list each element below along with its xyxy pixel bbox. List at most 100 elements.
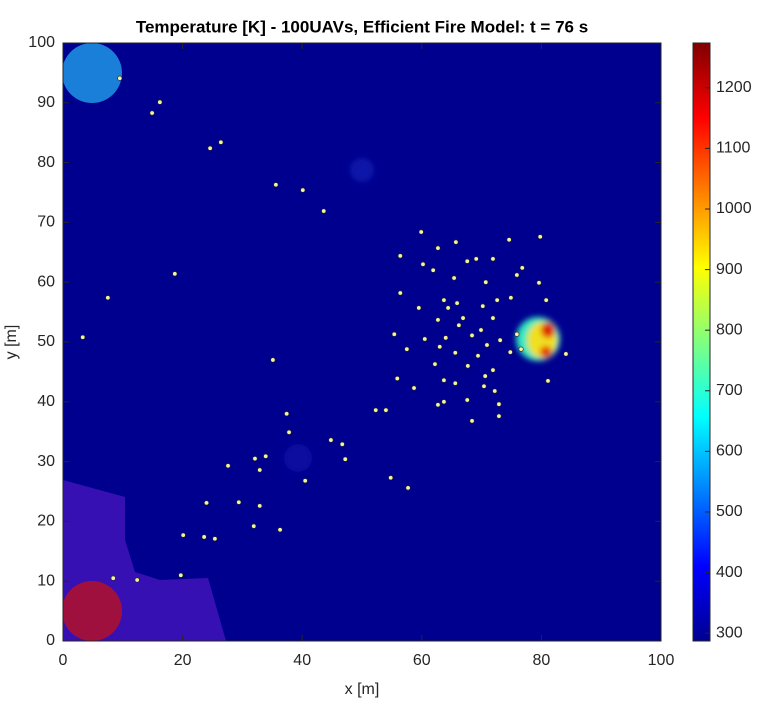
uav-point [257,503,263,509]
uav-point [270,357,276,363]
uav-point [465,363,471,369]
y-tick-label: 10 [37,572,55,589]
uav-point [514,272,520,278]
uav-point [397,290,403,296]
uav-point [300,187,306,193]
x-tick-label: 60 [413,652,431,669]
uav-point [342,456,348,462]
uav-point [273,182,279,188]
uav-point [435,402,441,408]
uav-point [373,407,379,413]
uav-point [252,456,258,462]
colorbar-tick-label: 1200 [716,79,752,96]
uav-point [180,532,186,538]
uav-point [218,139,224,145]
uav-point [507,349,513,355]
uav-point [149,110,155,116]
uav-point [492,388,498,394]
uav-point [418,229,424,235]
uav-point [105,295,111,301]
uav-point [445,305,451,311]
uav-point [157,99,163,105]
uav-point [430,267,436,273]
uav-point [302,478,308,484]
uav-point [404,346,410,352]
uav-point [263,453,269,459]
uav-point [383,407,389,413]
y-tick-label: 20 [37,513,55,530]
uav-point [518,346,524,352]
uav-point [339,441,345,447]
uav-point [441,399,447,405]
colorbar-tick-label: 400 [716,564,743,581]
colorbar-tick-label: 700 [716,382,743,399]
chart-title: Temperature [K] - 100UAVs, Efficient Fir… [136,17,588,36]
uav-point [251,523,257,529]
uav-point [328,437,334,443]
uav-point [172,271,178,277]
uav-point [452,350,458,356]
uav-point [443,335,449,341]
uav-point [405,485,411,491]
uav-point [451,275,457,281]
uav-point [435,245,441,251]
y-tick-label: 60 [37,273,55,290]
uav-point [397,253,403,259]
colorbar-tick-label: 800 [716,321,743,338]
uav-point [464,397,470,403]
uav-point [422,336,428,342]
uav-point [484,342,490,348]
uav-point [536,280,542,286]
uav-point [469,332,475,338]
uav-point [225,463,231,469]
x-tick-label: 100 [648,652,675,669]
colorbar-tick-label: 600 [716,443,743,460]
uav-point [490,367,496,373]
uav-point [321,208,327,214]
uav-point [490,315,496,321]
uav-point [441,297,447,303]
uav-point [496,401,502,407]
uav-point [490,256,496,262]
uav-point [286,429,292,435]
y-tick-label: 0 [46,632,55,649]
uav-point [411,385,417,391]
uav-point [508,295,514,301]
uav-point [416,305,422,311]
uav-point [277,527,283,533]
uav-point [391,331,397,337]
uav-point [545,378,551,384]
uav-point [394,375,400,381]
uav-point [207,145,213,151]
uav-point [441,377,447,383]
uav-point [110,575,116,581]
uav-point [453,239,459,245]
y-tick-label: 70 [37,214,55,231]
y-tick-label: 100 [28,34,55,51]
uav-point [456,322,462,328]
uav-point [506,237,512,243]
uav-point [388,475,394,481]
uav-point [482,373,488,379]
x-tick-label: 40 [293,652,311,669]
uav-point [452,380,458,386]
colorbar-tick-label: 300 [716,624,743,641]
x-tick-label: 0 [59,652,68,669]
y-tick-label: 50 [37,333,55,350]
x-tick-label: 20 [174,652,192,669]
uav-point [432,361,438,367]
uav-point [284,411,290,417]
uav-point [497,337,503,343]
uav-point [204,500,210,506]
uav-point [420,261,426,267]
uav-point [543,297,549,303]
colorbar-tick-label: 1100 [716,140,751,157]
uav-point [519,265,525,271]
uav-point [201,534,207,540]
uav-point [475,353,481,359]
uav-point [80,334,86,340]
y-tick-label: 40 [37,393,55,410]
y-tick-label: 30 [37,453,55,470]
colorbar-tick-label: 500 [716,503,743,520]
